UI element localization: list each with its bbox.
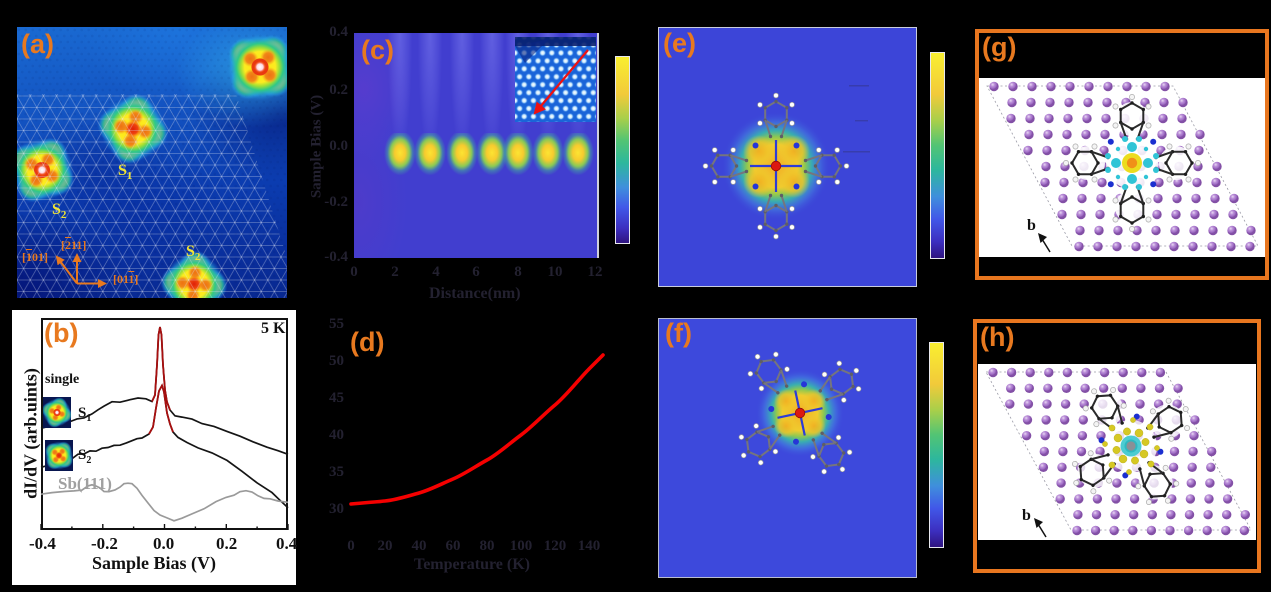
svg-text:b: b xyxy=(1027,217,1036,234)
svg-text:b: b xyxy=(1022,507,1031,524)
